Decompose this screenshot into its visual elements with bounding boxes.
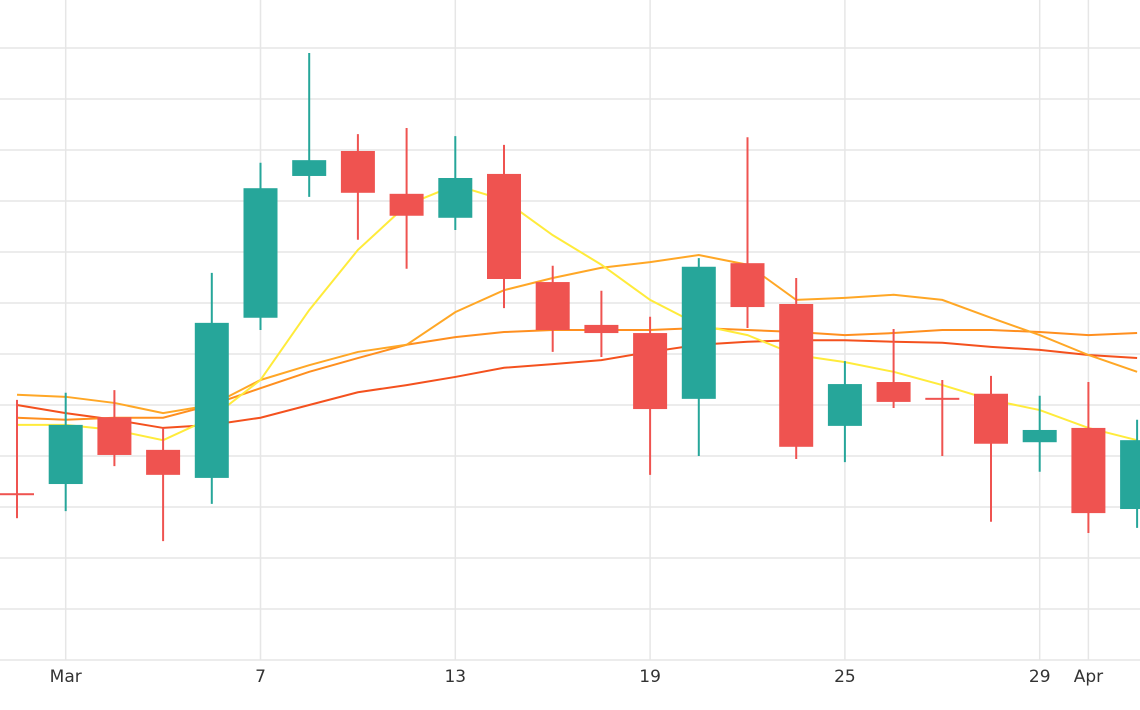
candle-body [1120, 440, 1140, 510]
candle-body [340, 150, 375, 193]
candle-body [876, 382, 911, 402]
candle-body [292, 160, 327, 176]
candle-body [243, 188, 278, 318]
x-tick-label: 25 [834, 667, 856, 687]
candle-body [146, 449, 181, 475]
x-tick-label: Apr [1074, 667, 1103, 687]
moving-average-line [16, 254, 1138, 415]
x-tick-label: 19 [639, 667, 661, 687]
candle-body [779, 303, 814, 447]
candle-body [584, 324, 619, 334]
x-tick-label: 29 [1029, 667, 1051, 687]
candle-body [730, 263, 765, 308]
candle-body [48, 424, 83, 485]
candle-body [974, 393, 1008, 444]
candle-body [97, 417, 132, 455]
moving-average-line [16, 326, 1138, 421]
candle-body [535, 282, 570, 330]
candle-body [633, 333, 668, 410]
candle-body [487, 173, 521, 279]
candle-body [681, 266, 716, 399]
x-tick-label: 13 [444, 667, 466, 687]
candle-body [438, 178, 473, 218]
x-tick-label: 7 [255, 667, 266, 687]
x-tick-label: Mar [50, 667, 82, 687]
moving-average-line [17, 184, 1138, 442]
candle-body [925, 397, 960, 400]
candle-body [389, 193, 424, 216]
candle-body [194, 322, 229, 478]
candle-body [1071, 427, 1106, 514]
candle-body [1022, 429, 1057, 443]
candle-body [0, 493, 34, 496]
candle-body [827, 384, 862, 426]
